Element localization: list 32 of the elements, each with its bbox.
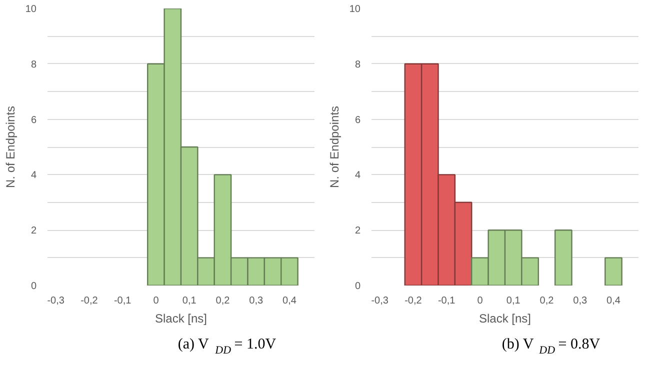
y-axis-title: N. of Endpoints [3,106,18,188]
x-tick-label: -0,2 [404,296,422,306]
y-tick-label: 10 [349,4,361,15]
y-tick-label: 0 [30,281,37,292]
x-tick-label: 0,4 [606,296,621,306]
y-axis-title: N. of Endpoints [327,106,342,188]
x-tick-label: 0,1 [182,296,197,306]
x-tick-label: 0,4 [282,296,297,306]
y-tick-label: 10 [25,4,37,15]
x-tick-label: 0 [477,296,484,306]
x-axis-title: Slack [ns] [154,312,208,326]
y-tick-label: 8 [30,59,37,70]
x-tick-label: 0,2 [540,296,554,306]
x-tick-label: -0,1 [114,296,132,306]
x-tick-label: -0,2 [80,296,98,306]
y-tick-label: 6 [354,114,361,126]
x-tick-label: 0,3 [573,296,588,306]
y-tick-label: 6 [30,114,37,126]
x-tick-label: 0,3 [249,296,264,306]
y-tick-label: 0 [354,281,361,292]
y-tick-label: 4 [30,170,37,182]
y-tick-label: 4 [354,170,361,182]
x-tick-label: -0,3 [371,296,389,306]
x-tick-label: 0,1 [506,296,521,306]
x-tick-label: -0,1 [438,296,456,306]
y-tick-label: 8 [354,59,361,70]
y-tick-label: 2 [354,226,361,237]
y-tick-label: 2 [30,226,37,237]
x-tick-label: 0 [153,296,160,306]
x-tick-label: -0,3 [47,296,65,306]
x-tick-label: 0,2 [216,296,230,306]
x-axis-title: Slack [ns] [478,312,532,326]
